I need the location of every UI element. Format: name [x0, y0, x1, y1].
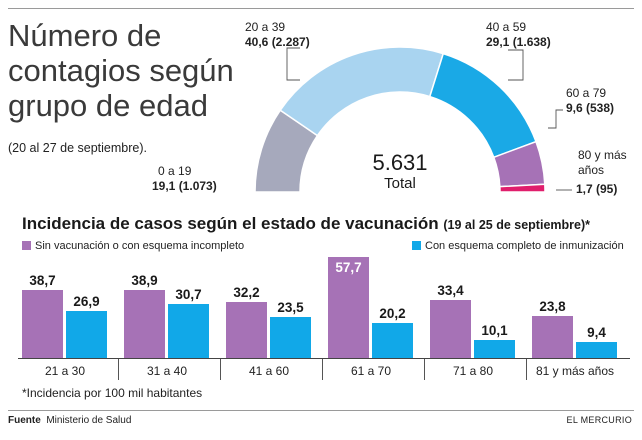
bar-value-label: 23,5 — [277, 299, 304, 315]
category-label: 21 a 30 — [44, 364, 86, 378]
donut-chart — [254, 46, 572, 193]
bar-unvaccinated-4 — [328, 257, 369, 358]
slice-name: 60 a 79 — [566, 86, 607, 100]
bar-value-label: 9,4 — [587, 324, 606, 340]
legend-swatch — [22, 241, 31, 250]
donut-title: Número de contagios según grupo de edad — [8, 18, 234, 123]
category-label: 31 a 40 — [146, 364, 188, 378]
bar-value-label: 20,2 — [379, 305, 406, 321]
donut-total-label: Total — [384, 175, 416, 192]
category-label: 41 a 60 — [248, 364, 290, 378]
legend-item-unvaccinated: Sin vacunación o con esquema incompleto — [22, 240, 244, 253]
bar-unvaccinated-1 — [22, 290, 63, 358]
bar-vaccinated-3 — [270, 316, 311, 358]
bar-unvaccinated-2 — [124, 289, 165, 358]
bar-value-label: 10,1 — [481, 323, 508, 339]
bar-vaccinated-6 — [576, 341, 617, 358]
bar-chart-baseline — [18, 358, 630, 359]
leader-line-20-39 — [286, 47, 300, 81]
bar-vaccinated-1 — [66, 310, 107, 358]
category-separator — [322, 358, 323, 380]
legend-swatch — [412, 241, 421, 250]
category-separator — [526, 358, 527, 380]
bar-unvaccinated-5 — [430, 299, 471, 358]
bar-value-label: 38,9 — [131, 272, 158, 288]
slice-name: 40 a 59 — [486, 20, 527, 34]
bar-vaccinated-2 — [168, 304, 209, 358]
category-separator — [424, 358, 425, 380]
publisher-brand: EL MERCURIO — [566, 415, 632, 425]
slice-label-60-79: 60 a 79 9,6 (538) — [566, 86, 614, 116]
source-credit: Fuente Ministerio de Salud — [8, 415, 132, 426]
bar-chart-title: Incidencia de casos según el estado de v… — [22, 214, 590, 233]
donut-subtitle: (20 al 27 de septiembre). — [8, 141, 147, 155]
donut-total-value: 5.631 — [372, 150, 428, 175]
bar-unvaccinated-6 — [532, 316, 573, 358]
slice-value: 40,6 (2.287) — [245, 35, 310, 49]
bar-value-label: 23,8 — [539, 299, 566, 315]
slice-value-80-plus: 1,7 (95) — [576, 182, 618, 196]
slice-value: 29,1 (1.638) — [486, 35, 551, 49]
bar-value-label: 26,9 — [73, 293, 100, 309]
category-label: 71 a 80 — [452, 364, 494, 378]
category-label: 61 a 70 — [350, 364, 392, 378]
slice-value: 9,6 (538) — [566, 101, 615, 115]
bar-chart-footnote: *Incidencia por 100 mil habitantes — [22, 386, 203, 400]
category-separator — [118, 358, 119, 380]
donut-slice-5 — [499, 183, 546, 193]
bar-value-label: 33,4 — [437, 282, 464, 298]
category-label: 81 y más años — [535, 364, 615, 378]
category-separator — [220, 358, 221, 380]
leader-line-40-59 — [508, 49, 524, 81]
donut-slice-3 — [428, 52, 537, 159]
bar-value-label: 30,7 — [175, 287, 202, 303]
slice-label-40-59: 40 a 59 29,1 (1.638) — [486, 20, 551, 50]
slice-label-0-19: 0 a 19 19,1 (1.073) — [152, 164, 217, 194]
leader-line-60-79 — [548, 109, 563, 129]
bar-unvaccinated-3 — [226, 301, 267, 358]
slice-label-20-39: 20 a 39 40,6 (2.287) — [245, 20, 310, 50]
bar-value-label: 57,7 — [335, 260, 362, 276]
slice-name: 20 a 39 — [245, 20, 286, 34]
bar-vaccinated-5 — [474, 340, 515, 358]
slice-value: 19,1 (1.073) — [152, 179, 217, 193]
legend-item-vaccinated: Con esquema completo de inmunización — [412, 240, 624, 253]
slice-name: 0 a 19 — [158, 164, 192, 178]
bottom-rule — [8, 410, 634, 411]
bar-vaccinated-4 — [372, 322, 413, 358]
bar-value-label: 32,2 — [233, 284, 260, 300]
donut-slice-2 — [279, 46, 445, 137]
bar-value-label: 38,7 — [29, 273, 56, 289]
slice-label-80-plus: 80 y más años — [578, 148, 627, 177]
top-rule — [8, 8, 634, 9]
